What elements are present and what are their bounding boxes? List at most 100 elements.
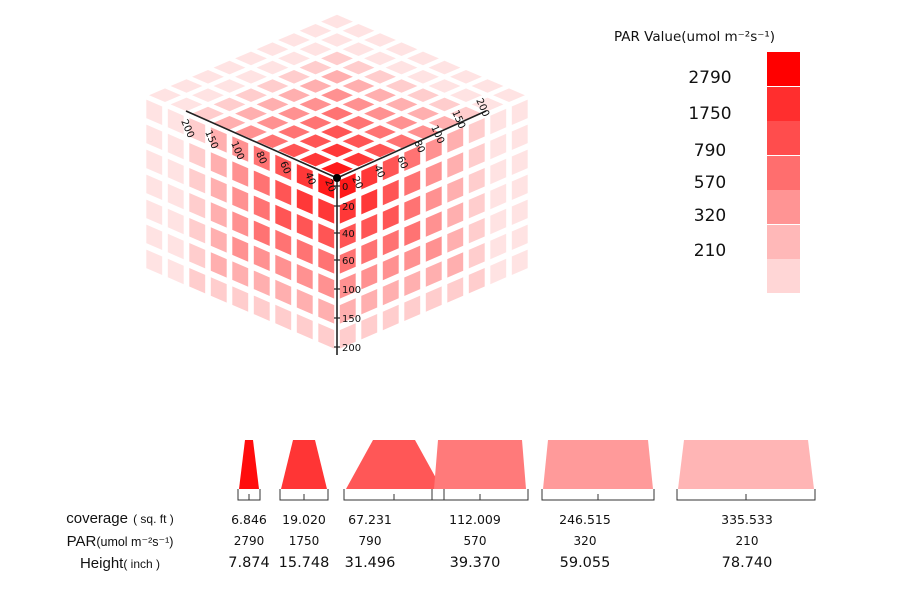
left-face-tile xyxy=(296,289,313,315)
light-cone xyxy=(343,440,445,501)
right-face-tile xyxy=(382,254,399,281)
left-face-tile xyxy=(318,323,335,349)
top-face-tile xyxy=(342,60,375,75)
top-face-tile xyxy=(256,42,289,56)
left-face-tile xyxy=(253,145,270,171)
top-face-tile xyxy=(450,88,482,102)
left-face-tile xyxy=(275,254,292,281)
top-face-tile xyxy=(342,79,375,93)
top-face-tile xyxy=(471,97,504,112)
legend-swatch xyxy=(767,190,800,224)
top-face-tile xyxy=(321,88,353,102)
left-face-tile xyxy=(146,199,163,225)
left-face-tile xyxy=(210,177,227,203)
top-face-tile xyxy=(385,97,418,112)
right-face-tile xyxy=(361,239,378,265)
left-face-tile xyxy=(296,239,313,265)
left-face-tile xyxy=(189,218,206,244)
left-face-tile xyxy=(210,152,227,178)
right-tick-label: 40 xyxy=(371,164,386,180)
left-face-tile xyxy=(253,270,270,296)
left-face-tile xyxy=(296,264,313,290)
top-face-tile xyxy=(278,70,310,84)
top-face-tile xyxy=(364,106,396,121)
right-face-tile xyxy=(382,204,399,231)
right-face-tile xyxy=(382,229,399,256)
top-face-tile xyxy=(256,60,289,75)
right-face-tile xyxy=(511,249,528,275)
left-face-tile xyxy=(296,164,313,190)
left-face-tile xyxy=(275,279,292,306)
right-face-tile xyxy=(490,258,507,285)
left-face-tile xyxy=(167,233,184,260)
right-face-tile xyxy=(490,183,507,210)
cone-beam xyxy=(543,440,653,489)
left-face-tile xyxy=(253,195,270,221)
top-face-tile xyxy=(342,152,375,167)
vertical-tick-label: 150 xyxy=(342,314,361,325)
cone-base-bracket xyxy=(279,489,329,501)
right-face-tile xyxy=(339,273,356,299)
right-tick-label: 20 xyxy=(349,175,364,191)
right-face-tile xyxy=(511,124,528,150)
legend-swatch xyxy=(767,259,800,293)
top-face-tile xyxy=(256,134,289,148)
top-face-tile xyxy=(213,116,246,130)
light-cone xyxy=(279,440,329,501)
legend-label: 1750 xyxy=(688,104,732,124)
legend-title: PAR Value(umol m⁻²s⁻¹) xyxy=(614,29,776,45)
par-value: 570 xyxy=(463,534,487,548)
left-face-tile xyxy=(167,133,184,160)
right-face-tile xyxy=(425,211,442,237)
height-value: 39.370 xyxy=(449,555,501,571)
top-face-tile xyxy=(407,51,439,66)
right-face-tile xyxy=(447,177,464,203)
light-cone xyxy=(676,440,816,501)
right-face-tile xyxy=(425,261,442,287)
left-face-tile xyxy=(275,204,292,231)
left-face-tile xyxy=(232,186,249,212)
right-face-tile xyxy=(404,220,421,246)
top-face-tile xyxy=(299,134,332,148)
top-face-tile xyxy=(364,51,396,66)
top-face-tile xyxy=(471,79,504,93)
top-face-tile xyxy=(321,33,353,47)
top-face-tile xyxy=(299,152,332,167)
left-tick-label: 20 xyxy=(322,178,337,194)
left-face-tile xyxy=(296,189,313,215)
left-face-tile xyxy=(232,136,249,162)
par-value: 790 xyxy=(358,534,382,548)
origin-dot xyxy=(333,174,341,182)
left-face-tile xyxy=(146,99,163,125)
right-face-tile xyxy=(511,224,528,250)
top-face-tile xyxy=(428,116,461,130)
left-face-tile xyxy=(146,174,163,200)
par-row-label: PAR(umol m⁻²s⁻¹) xyxy=(66,533,174,550)
cone-beam xyxy=(434,440,526,489)
height-value: 59.055 xyxy=(559,555,611,571)
top-face-tile xyxy=(321,51,353,66)
legend-swatch xyxy=(767,86,800,121)
top-face-tile xyxy=(385,60,418,75)
cone-base-bracket xyxy=(431,489,529,501)
top-face-tile xyxy=(321,14,353,29)
top-face-tile xyxy=(407,88,439,102)
left-face-tile xyxy=(275,179,292,206)
left-face-tile xyxy=(146,249,163,275)
legend-label: 570 xyxy=(693,173,727,193)
left-face-tile xyxy=(167,258,184,285)
right-face-tile xyxy=(468,268,485,294)
top-face-tile xyxy=(213,60,246,75)
top-face-tile xyxy=(278,106,310,121)
left-face-tile xyxy=(275,154,292,181)
coverage-value: 112.009 xyxy=(449,512,501,527)
legend-label: 320 xyxy=(693,206,727,226)
top-face-tile xyxy=(149,88,181,102)
top-face-tile xyxy=(299,60,332,75)
left-axis xyxy=(185,110,338,179)
top-face-tile xyxy=(407,70,439,84)
top-face-tile xyxy=(192,88,224,102)
top-face-tile xyxy=(342,134,375,148)
left-face-tile xyxy=(318,298,335,324)
